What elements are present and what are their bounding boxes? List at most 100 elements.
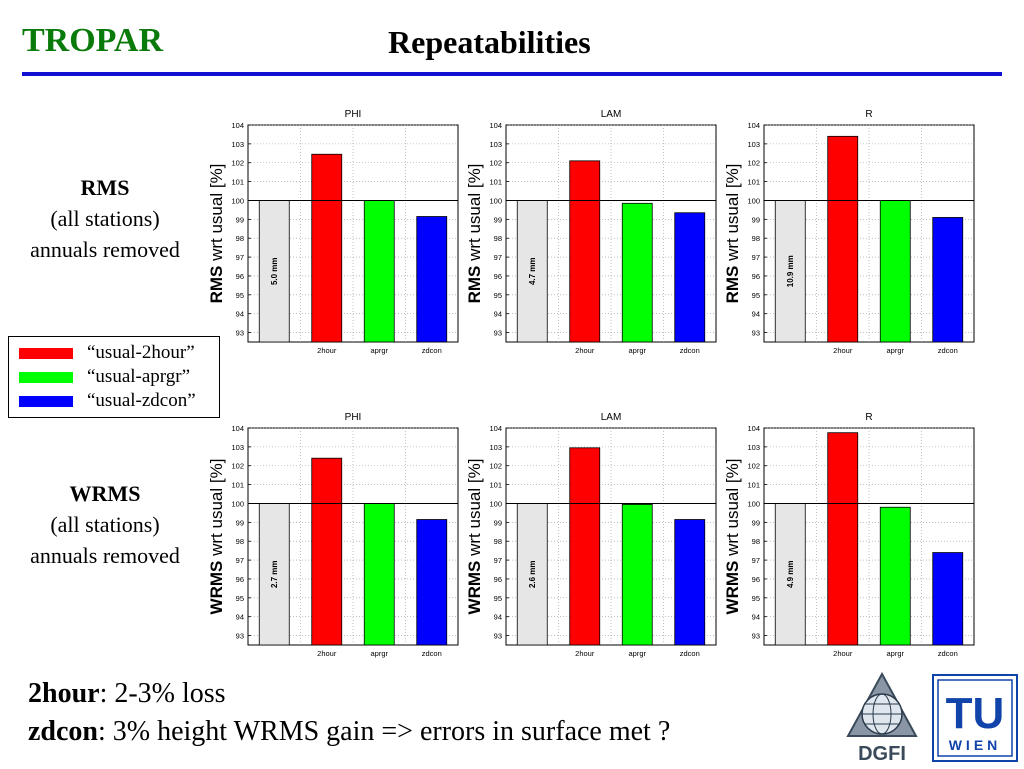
y-tick-label: 96 <box>494 272 502 281</box>
y-tick-label: 97 <box>494 253 502 262</box>
y-tick-label: 104 <box>747 121 760 130</box>
legend-item: “usual-2hour” <box>19 341 195 365</box>
chart-title: PHI <box>345 109 362 120</box>
row-label-sub1: (all stations) <box>50 206 160 231</box>
row-label-sub1: (all stations) <box>50 512 160 537</box>
y-tick-label: 104 <box>489 121 502 130</box>
legend-swatch <box>19 347 73 359</box>
baseline-label: 4.9 mm <box>786 560 795 588</box>
y-tick-label: 98 <box>494 537 502 546</box>
chart-svg: LAM 93 94 95 96 97 98 99 100 101 102 103 104 2.6 mm 2h… <box>465 412 717 658</box>
tu-logo-sub: WIEN <box>949 737 1002 753</box>
x-tick-label: aprgr <box>628 649 646 658</box>
x-tick-label: aprgr <box>886 346 904 355</box>
y-tick-label: 101 <box>489 481 502 490</box>
y-tick-label: 98 <box>494 234 502 243</box>
y-tick-label: 100 <box>231 499 244 508</box>
bar-aprgr <box>879 506 911 646</box>
chart-wrms-lam: LAM 93 94 95 96 97 98 99 100 101 102 103 104 2.6 mm 2h… <box>460 403 718 675</box>
y-tick-label: 102 <box>231 159 244 168</box>
y-tick-label: 97 <box>236 253 244 262</box>
y-tick-label: 99 <box>494 518 502 527</box>
chart-svg: LAM 93 94 95 96 97 98 99 100 101 102 103 104 4.7 mm 2h… <box>465 109 717 355</box>
y-tick-label: 98 <box>752 537 760 546</box>
y-tick-label: 96 <box>494 575 502 584</box>
y-tick-label: 104 <box>231 121 244 130</box>
y-tick-label: 103 <box>231 140 244 149</box>
chart-title: PHI <box>345 412 362 423</box>
chart-svg: R 93 94 95 96 97 98 99 100 101 102 103 104 4.9 mm 2hou… <box>723 412 975 658</box>
y-tick-label: 96 <box>236 575 244 584</box>
y-tick-label: 93 <box>236 329 244 338</box>
bar-zdcon <box>416 216 448 343</box>
x-tick-label: zdcon <box>938 346 958 355</box>
y-tick-label: 103 <box>747 443 760 452</box>
y-tick-label: 95 <box>236 291 244 300</box>
y-tick-label: 101 <box>747 481 760 490</box>
y-tick-label: 94 <box>236 310 244 319</box>
legend: “usual-2hour” “usual-aprgr” “usual-zdcon… <box>8 336 220 418</box>
chart-title: LAM <box>601 109 622 120</box>
bar-aprgr <box>621 202 653 343</box>
bar-2hour <box>311 153 343 343</box>
chart-title: R <box>865 412 872 423</box>
note-text: : 2-3% loss <box>99 678 226 709</box>
y-tick-label: 96 <box>236 272 244 281</box>
bar-zdcon <box>932 217 964 343</box>
legend-item: “usual-aprgr” <box>19 365 190 389</box>
y-tick-label: 103 <box>231 443 244 452</box>
y-tick-label: 101 <box>747 178 760 187</box>
bar-2hour <box>827 432 859 646</box>
note-zdcon: zdcon: 3% height WRMS gain => errors in … <box>28 716 670 748</box>
x-tick-label: zdcon <box>680 346 700 355</box>
baseline-bar <box>516 200 548 343</box>
y-tick-label: 103 <box>747 140 760 149</box>
chart-title: LAM <box>601 412 622 423</box>
baseline-label: 5.0 mm <box>270 257 279 285</box>
baseline-bar <box>258 200 290 343</box>
chart-rms-lam: LAM 93 94 95 96 97 98 99 100 101 102 103 104 4.7 mm 2h… <box>460 100 718 372</box>
chart-svg: R 93 94 95 96 97 98 99 100 101 102 103 104 10.9 mm 2ho… <box>723 109 975 355</box>
y-tick-label: 99 <box>752 518 760 527</box>
y-tick-label: 97 <box>752 253 760 262</box>
bar-aprgr <box>363 200 395 343</box>
rms-row-label: RMS (all stations) annuals removed <box>14 172 196 265</box>
y-tick-label: 101 <box>231 481 244 490</box>
y-tick-label: 93 <box>494 632 502 641</box>
note-bold: 2hour <box>28 678 100 709</box>
chart-title: R <box>865 109 872 120</box>
y-tick-label: 100 <box>231 196 244 205</box>
y-axis-label: RMS wrt usual [%] <box>723 164 742 304</box>
y-tick-label: 94 <box>494 613 502 622</box>
bar-zdcon <box>674 519 706 646</box>
x-tick-label: aprgr <box>370 649 388 658</box>
legend-label: “usual-aprgr” <box>87 366 191 387</box>
y-axis-label: WRMS wrt usual [%] <box>723 459 742 615</box>
chart-wrms-r: R 93 94 95 96 97 98 99 100 101 102 103 104 4.9 mm 2hou… <box>718 403 976 675</box>
y-tick-label: 101 <box>489 178 502 187</box>
chart-wrms-phi: PHI 93 94 95 96 97 98 99 100 101 102 103 104 2.7 mm 2h… <box>202 403 460 675</box>
bar-2hour <box>827 135 859 343</box>
legend-swatch <box>19 395 73 407</box>
chart-svg: PHI 93 94 95 96 97 98 99 100 101 102 103 104 2.7 mm 2h… <box>207 412 459 658</box>
title-rule <box>22 72 1002 76</box>
baseline-bar <box>774 200 806 343</box>
y-tick-label: 104 <box>231 424 244 433</box>
baseline-label: 2.6 mm <box>528 560 537 588</box>
baseline-bar <box>516 503 548 646</box>
x-tick-label: 2hour <box>317 346 337 355</box>
y-tick-label: 102 <box>489 462 502 471</box>
y-tick-label: 101 <box>231 178 244 187</box>
y-tick-label: 93 <box>752 632 760 641</box>
y-tick-label: 97 <box>494 556 502 565</box>
x-tick-label: aprgr <box>886 649 904 658</box>
y-tick-label: 103 <box>489 443 502 452</box>
page-title: Repeatabilities <box>388 24 591 60</box>
y-tick-label: 98 <box>752 234 760 243</box>
y-tick-label: 99 <box>494 215 502 224</box>
y-tick-label: 97 <box>752 556 760 565</box>
brand-title: TROPAR <box>22 22 164 59</box>
row-label-heading: RMS <box>80 175 130 200</box>
y-tick-label: 95 <box>494 594 502 603</box>
y-axis-label: RMS wrt usual [%] <box>465 164 484 304</box>
